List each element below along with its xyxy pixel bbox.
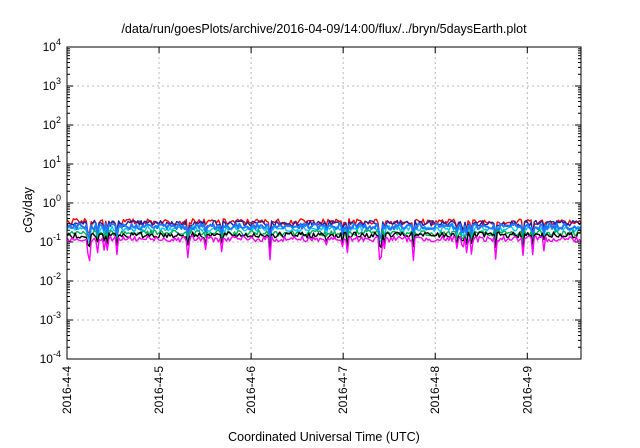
x-axis-label: Coordinated Universal Time (UTC) — [228, 430, 420, 444]
y-tick-label: 10-1 — [40, 232, 61, 249]
ticks — [66, 46, 581, 360]
chart-title: /data/run/goesPlots/archive/2016-04-09/1… — [121, 22, 527, 36]
y-tick-label: 101 — [43, 154, 61, 171]
series-group — [66, 218, 582, 262]
y-tick-label: 10-3 — [40, 310, 61, 327]
y-tick-label: 103 — [43, 76, 61, 93]
x-tick-label: 2016-4-5 — [152, 366, 166, 414]
y-tick-label: 10-4 — [40, 349, 61, 366]
y-tick-label: 100 — [43, 193, 61, 210]
x-tick-label: 2016-4-8 — [428, 366, 442, 414]
series-line — [66, 235, 582, 262]
y-tick-labels: 10-4 10-3 10-2 10-1 100 101 102 103 104 — [40, 37, 61, 366]
x-tick-label: 2016-4-4 — [60, 366, 74, 414]
y-tick-label: 102 — [43, 115, 61, 132]
grid — [66, 47, 581, 359]
x-tick-label: 2016-4-6 — [244, 366, 258, 414]
series-line — [66, 222, 582, 243]
x-tick-label: 2016-4-9 — [520, 366, 534, 414]
y-tick-label: 104 — [43, 37, 61, 54]
y-tick-label: 10-2 — [40, 271, 61, 288]
series-line — [66, 231, 582, 251]
x-tick-label: 2016-4-7 — [336, 366, 350, 414]
x-tick-labels: 2016-4-4 2016-4-5 2016-4-6 2016-4-7 2016-4-8… — [60, 366, 534, 414]
y-axis-label: cGy/day — [21, 186, 35, 233]
